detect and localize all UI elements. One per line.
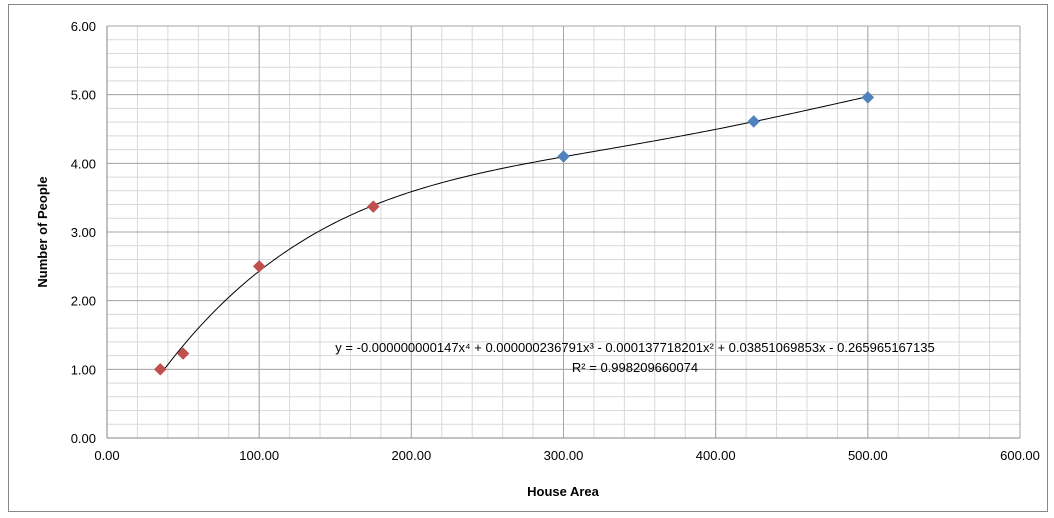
trendline bbox=[159, 96, 867, 375]
data-point bbox=[366, 200, 380, 213]
data-points bbox=[153, 91, 875, 376]
y-tick-label: 4.00 bbox=[71, 156, 96, 171]
data-point bbox=[747, 115, 761, 128]
data-point bbox=[557, 150, 570, 163]
x-tick-labels: 0.00 100.00 200.00 300.00 400.00 500.00 600.00 bbox=[94, 448, 1040, 463]
x-tick-label: 100.00 bbox=[239, 448, 279, 463]
y-tick-label: 3.00 bbox=[71, 225, 96, 240]
data-point bbox=[153, 362, 167, 376]
y-tick-label: 0.00 bbox=[71, 431, 96, 446]
y-tick-label: 1.00 bbox=[71, 362, 96, 377]
data-point bbox=[861, 91, 875, 104]
x-tick-label: 400.00 bbox=[696, 448, 736, 463]
x-tick-label: 300.00 bbox=[544, 448, 584, 463]
x-axis-title: House Area bbox=[527, 484, 600, 499]
data-point bbox=[176, 347, 190, 360]
chart-area bbox=[8, 4, 1048, 512]
x-tick-label: 500.00 bbox=[848, 448, 888, 463]
y-tick-labels: 0.00 1.00 2.00 3.00 4.00 5.00 6.00 bbox=[71, 19, 96, 446]
axes bbox=[106, 26, 1020, 439]
major-gridlines bbox=[106, 25, 1021, 439]
data-point bbox=[252, 259, 266, 273]
x-tick-label: 600.00 bbox=[1000, 448, 1040, 463]
r-squared-label: R² = 0.998209660074 bbox=[572, 360, 698, 375]
y-axis-title: Number of People bbox=[35, 176, 50, 287]
y-tick-label: 2.00 bbox=[71, 294, 96, 309]
y-tick-label: 6.00 bbox=[71, 19, 96, 34]
x-tick-label: 200.00 bbox=[391, 448, 431, 463]
x-tick-label: 0.00 bbox=[94, 448, 119, 463]
trendline-equation: y = -0.000000000147x⁴ + 0.000000236791x³… bbox=[335, 340, 934, 355]
y-tick-label: 5.00 bbox=[71, 88, 96, 103]
